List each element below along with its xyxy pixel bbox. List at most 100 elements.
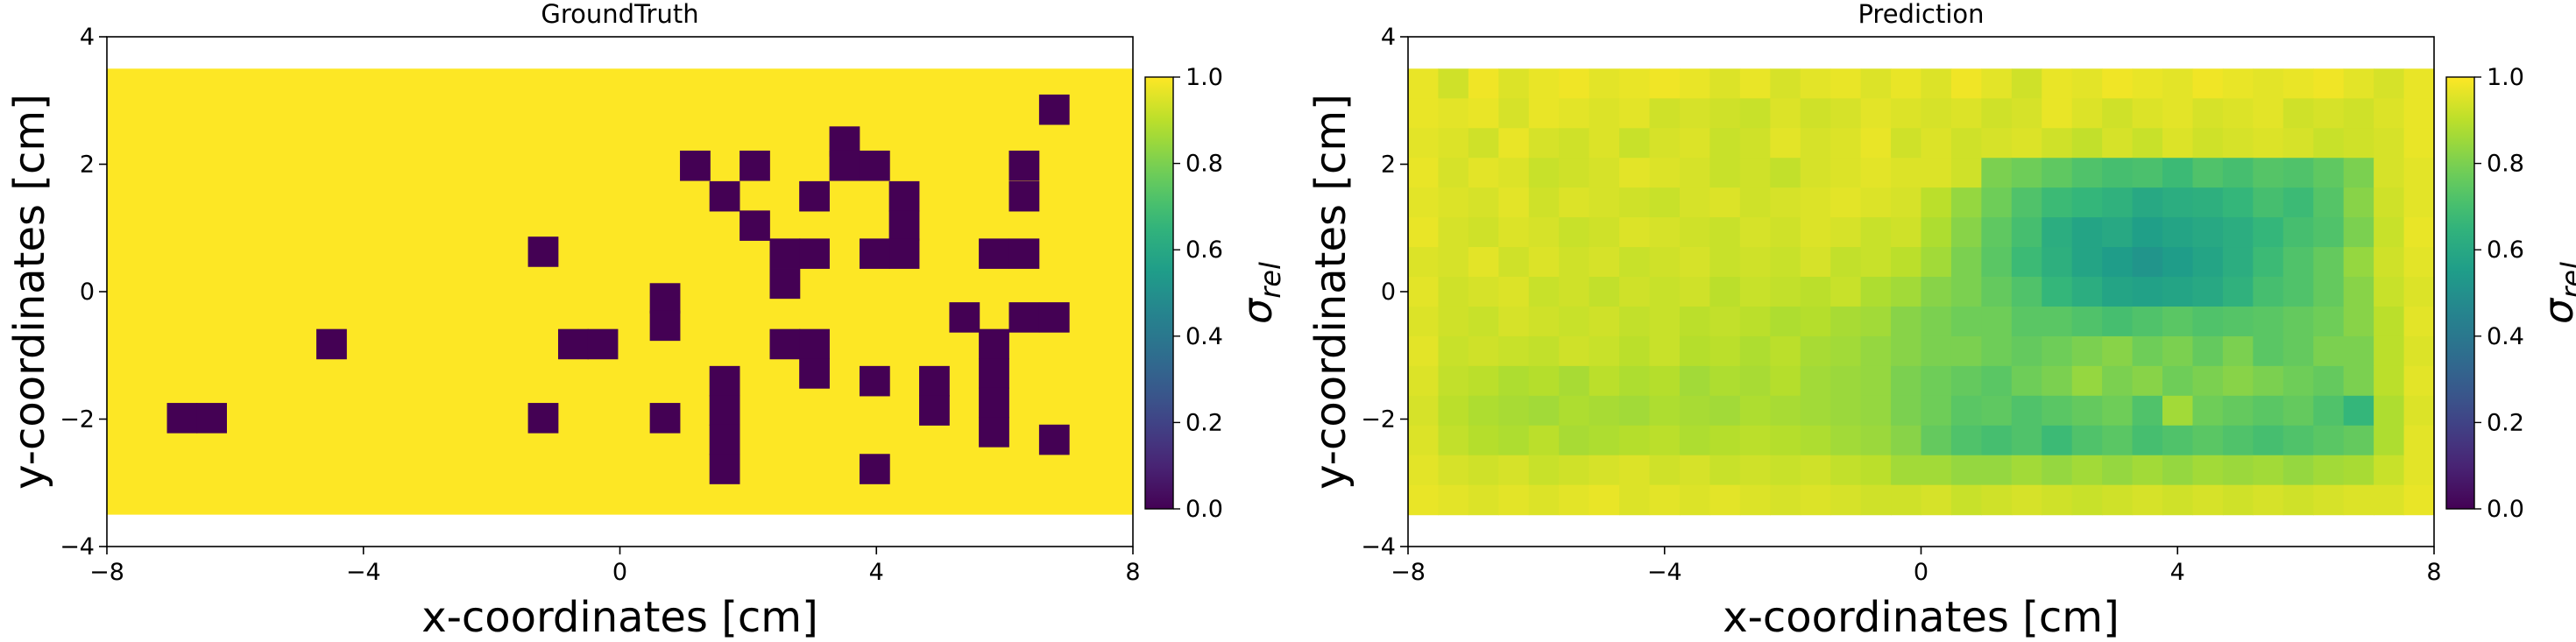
y-tick-label: −2 <box>1361 406 1396 434</box>
heatmap-cell <box>2343 98 2374 129</box>
heatmap-cell <box>1468 98 1499 129</box>
heatmap-cell <box>2011 455 2042 486</box>
heatmap-cell <box>1679 306 1711 337</box>
heatmap-cell <box>2282 217 2314 248</box>
heatmap-cell <box>2192 187 2224 218</box>
heatmap-cell <box>1739 395 1771 427</box>
heatmap-cell <box>1619 425 1651 456</box>
heatmap-cell <box>2222 68 2254 99</box>
heatmap-cell <box>1921 277 1952 307</box>
heatmap-cell <box>1498 484 1530 516</box>
heatmap-cell <box>2253 306 2284 337</box>
heatmap-cell <box>2102 247 2134 278</box>
heatmap-cell <box>1649 128 1681 159</box>
heatmap-cell <box>1438 395 1469 427</box>
heatmap-cell <box>2343 158 2374 188</box>
heatmap-cell <box>799 358 830 389</box>
heatmap-cell <box>2192 158 2224 188</box>
heatmap-cell <box>2102 365 2134 397</box>
heatmap-cell <box>740 150 770 181</box>
heatmap-cell <box>1679 277 1711 307</box>
heatmap-cell <box>1438 247 1469 278</box>
heatmap-cell <box>2162 335 2194 367</box>
heatmap-cell <box>1528 365 1560 397</box>
heatmap-cell <box>1528 98 1560 129</box>
heatmap-cell <box>1619 98 1651 129</box>
heatmap-cell <box>2011 128 2042 159</box>
heatmap-cell <box>1528 335 1560 367</box>
heatmap-cell <box>1981 395 2013 427</box>
heatmap-cell <box>1891 128 1922 159</box>
heatmap-cell <box>1950 247 1982 278</box>
heatmap-cell <box>1860 68 1892 99</box>
heatmap-cell <box>2282 158 2314 188</box>
heatmap-cell <box>2132 425 2163 456</box>
heatmap-cell <box>1921 306 1952 337</box>
heatmap-cell <box>859 454 890 484</box>
heatmap-cell <box>1438 335 1469 367</box>
heatmap-cell <box>2374 158 2405 188</box>
heatmap-cell <box>2282 187 2314 218</box>
colorbar <box>1144 76 1174 510</box>
heatmap-cell <box>1739 306 1771 337</box>
heatmap-cell <box>1921 68 1952 99</box>
heatmap-cell <box>2343 395 2374 427</box>
heatmap-cell <box>1559 395 1590 427</box>
heatmap-cell <box>1649 455 1681 486</box>
heatmap-cell <box>1921 484 1952 516</box>
heatmap-cell <box>1408 68 1440 99</box>
heatmap-cell <box>1950 128 1982 159</box>
heatmap-cell <box>1860 98 1892 129</box>
heatmap-cell <box>1950 277 1982 307</box>
heatmap-cell <box>2071 98 2103 129</box>
heatmap-cell <box>1498 128 1530 159</box>
heatmap-cell <box>2132 455 2163 486</box>
heatmap-image <box>1408 68 2435 516</box>
heatmap-cell <box>1468 365 1499 397</box>
heatmap-cell <box>1589 98 1620 129</box>
heatmap-cell <box>1981 455 2013 486</box>
colorbar-tick-label: 0.2 <box>2487 409 2524 436</box>
heatmap-cell <box>1468 395 1499 427</box>
heatmap-cell <box>1891 158 1922 188</box>
heatmap-cell <box>1619 455 1651 486</box>
heatmap-cell <box>2192 128 2224 159</box>
heatmap-cell <box>1981 187 2013 218</box>
y-tick-label: 0 <box>80 279 95 306</box>
heatmap-cell <box>2192 425 2224 456</box>
heatmap-cell <box>2042 395 2073 427</box>
heatmap-cell <box>2282 455 2314 486</box>
heatmap-cell <box>1679 484 1711 516</box>
heatmap-cell <box>1438 306 1469 337</box>
heatmap-cell <box>1860 128 1892 159</box>
heatmap-cell <box>1468 455 1499 486</box>
heatmap-cell <box>2042 158 2073 188</box>
heatmap-cell <box>2162 217 2194 248</box>
heatmap-cell <box>1498 68 1530 99</box>
heatmap-cell <box>2222 187 2254 218</box>
heatmap-cell <box>1679 158 1711 188</box>
heatmap-cell <box>2132 395 2163 427</box>
heatmap-cell <box>1709 395 1741 427</box>
heatmap-cell <box>2071 128 2103 159</box>
heatmap-cell <box>1408 425 1440 456</box>
heatmap-cell <box>1438 455 1469 486</box>
heatmap-cell <box>1408 217 1440 248</box>
heatmap-cell <box>1619 128 1651 159</box>
heatmap-cell <box>1950 306 1982 337</box>
heatmap-cell <box>1830 455 1862 486</box>
heatmap-cell <box>1830 335 1862 367</box>
heatmap-cell <box>2162 247 2194 278</box>
heatmap-cell <box>1891 395 1922 427</box>
heatmap-cell <box>1528 395 1560 427</box>
heatmap-cell <box>1498 395 1530 427</box>
y-tick-label: 0 <box>1381 279 1396 306</box>
heatmap-cell <box>888 180 920 212</box>
heatmap-cell <box>1950 68 1982 99</box>
heatmap-cell <box>2403 395 2435 427</box>
heatmap-cell <box>1649 306 1681 337</box>
heatmap-cell <box>2313 277 2345 307</box>
heatmap-cell <box>1800 217 1831 248</box>
heatmap-cell <box>1891 187 1922 218</box>
